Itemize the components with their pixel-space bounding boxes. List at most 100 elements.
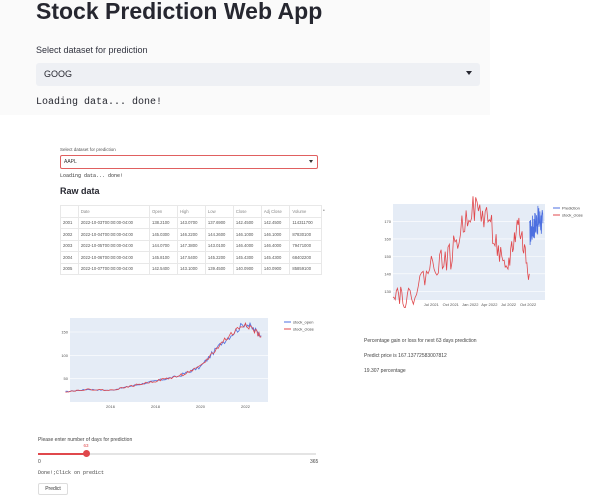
legend-label: stock_close	[562, 213, 584, 218]
table-cell: 140.0900	[232, 262, 262, 275]
table-cell: 2022-10-05T00:00:00-04:00	[77, 239, 150, 252]
days-slider-min: 0	[38, 459, 41, 465]
table-cell: 137.6900	[204, 216, 234, 229]
prediction-chart[interactable]: 130 140 150 160 170 Jul 2021 Oct 2021 Jan 2022 A…	[383, 196, 587, 308]
days-slider-value: 63	[83, 443, 89, 448]
prediction-note-heading: Percentage gain or loss for next 63 days…	[364, 338, 477, 344]
table-cell: 2022-10-03T00:00:00-04:00	[77, 216, 150, 229]
y-tick-label: 100	[61, 353, 68, 358]
table-cell: 145.0300	[148, 228, 178, 241]
table-cell: 87830100	[289, 228, 322, 241]
table-cell: 146.2200	[176, 228, 206, 241]
table-cell: 85859100	[289, 262, 322, 275]
table-header-cell[interactable]: Low	[204, 205, 234, 218]
x-tick-label: Oct 2021	[443, 302, 460, 307]
table-cell: 143.0100	[204, 239, 234, 252]
table-cell: 2022-10-04T00:00:00-04:00	[77, 228, 150, 241]
table-cell: 2003	[60, 239, 79, 252]
table-cell: 144.2600	[204, 228, 234, 241]
table-cell: 2022-10-07T00:00:00-04:00	[77, 262, 150, 275]
loading-status: Loading data... done!	[36, 97, 163, 108]
table-cell: 2001	[60, 216, 79, 229]
legend-label: Prediction	[562, 206, 580, 211]
days-slider[interactable]: 63	[38, 443, 316, 457]
table-cell: 143.1000	[176, 262, 206, 275]
legend-label: stock_close	[293, 327, 315, 332]
dataset-select-label: Select dataset for prediction	[36, 45, 148, 55]
table-cell: 138.2100	[148, 216, 178, 229]
x-tick-label: Jul 2022	[501, 302, 517, 307]
series-line-stock-close[interactable]	[65, 321, 262, 393]
embedded-dataset-select[interactable]: AAPL	[60, 155, 318, 169]
y-tick-label: 50	[64, 376, 69, 381]
x-tick-label: Apr 2022	[481, 302, 498, 307]
embedded-select-label: Select dataset for prediction	[60, 147, 116, 152]
embedded-select-value: AAPL	[64, 159, 77, 165]
x-tick-label: Oct 2022	[520, 302, 537, 307]
table-row: 2005 2022-10-07T00:00:00-04:00 142.5400 143…	[60, 262, 322, 275]
table-cell: 145.2200	[204, 251, 234, 264]
table-header-cell[interactable]: Volume	[289, 205, 322, 218]
table-cell: 144.0700	[148, 239, 178, 252]
table-header-cell[interactable]: Adj Close	[260, 205, 291, 218]
table-cell: 2002	[60, 228, 79, 241]
x-tick-label: 2018	[151, 404, 161, 409]
predicted-price-text: Predict price is 167.13772583007812	[364, 353, 447, 359]
table-cell: 146.1000	[232, 228, 262, 241]
days-slider-label: Please enter number of days for predicti…	[38, 437, 133, 443]
table-cell: 2004	[60, 251, 79, 264]
x-tick-label: Jul 2021	[424, 302, 440, 307]
table-row: 2002 2022-10-04T00:00:00-04:00 145.0300 146…	[60, 228, 322, 241]
y-tick-label: 140	[384, 271, 391, 276]
percentage-change-text: 19.307 percentage	[364, 368, 406, 374]
y-tick-label: 130	[384, 289, 391, 294]
table-cell: 68402200	[289, 251, 322, 264]
series-line-prediction[interactable]	[529, 205, 544, 246]
series-line-stock-close[interactable]	[392, 196, 530, 308]
table-cell: 145.4300	[260, 251, 291, 264]
table-cell: 146.4000	[232, 239, 262, 252]
legend-label: stock_open	[293, 320, 313, 325]
chevron-down-icon	[309, 160, 313, 163]
table-row: 2003 2022-10-05T00:00:00-04:00 144.0700 147…	[60, 239, 322, 252]
app-title: Stock Prediction Web App	[36, 0, 323, 24]
predict-button[interactable]: Predict	[38, 483, 68, 495]
table-header-cell[interactable]: Close	[232, 205, 262, 218]
table-cell: 147.3800	[176, 239, 206, 252]
days-slider-fill	[38, 453, 86, 455]
x-tick-label: 2020	[196, 404, 206, 409]
plot-area	[393, 204, 545, 300]
table-cell: 79471000	[289, 239, 322, 252]
chevron-down-icon	[466, 71, 472, 75]
table-cell: 146.4000	[260, 239, 291, 252]
done-status: Done!;Click on predict	[38, 470, 105, 476]
y-tick-label: 150	[384, 254, 391, 259]
table-row: 2004 2022-10-06T00:00:00-04:00 145.8100 147…	[60, 251, 322, 264]
table-cell: 142.5400	[148, 262, 178, 275]
table-header-cell[interactable]: Open	[148, 205, 178, 218]
dataset-select-value: GOOG	[44, 69, 73, 79]
x-tick-label: Jan 2022	[462, 302, 479, 307]
y-tick-label: 170	[384, 219, 391, 224]
table-cell: 142.4500	[260, 216, 291, 229]
table-cell: 145.4300	[232, 251, 262, 264]
table-cell: 2022-10-06T00:00:00-04:00	[77, 251, 150, 264]
embedded-loading-status: Loading data... done!	[60, 173, 124, 179]
stock-history-chart[interactable]: 50 100 150 2016 2018 2020 2022 stock_open stock_…	[34, 314, 316, 414]
table-cell: 146.1000	[260, 228, 291, 241]
dataset-select[interactable]: GOOG	[36, 63, 480, 86]
table-header-cell[interactable]: High	[176, 205, 206, 218]
days-slider-thumb[interactable]	[82, 450, 90, 457]
y-tick-label: 160	[384, 236, 391, 241]
dataset-panel	[0, 0, 490, 115]
table-cell: 140.0900	[260, 262, 291, 275]
days-slider-max: 365	[310, 459, 319, 465]
table-scroll-marker: •	[323, 208, 325, 214]
table-header-cell[interactable]	[60, 205, 79, 218]
table-header-cell[interactable]: Date	[77, 205, 150, 218]
table-cell: 147.5400	[176, 251, 206, 264]
table-cell: 142.4500	[232, 216, 262, 229]
raw-data-heading: Raw data	[60, 186, 100, 196]
table-cell: 143.0700	[176, 216, 206, 229]
table-cell: 2005	[60, 262, 79, 275]
